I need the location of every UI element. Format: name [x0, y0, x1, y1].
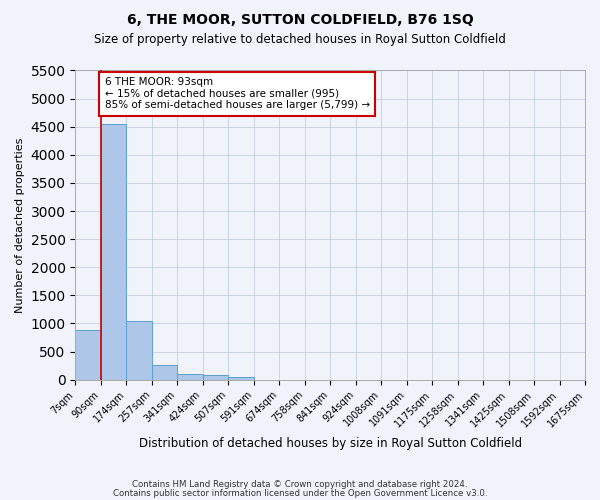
Bar: [152, 364, 178, 380]
Bar: [203, 374, 228, 380]
Text: Size of property relative to detached houses in Royal Sutton Coldfield: Size of property relative to detached ho…: [94, 32, 506, 46]
Bar: [101, 124, 127, 380]
Y-axis label: Number of detached properties: Number of detached properties: [15, 138, 25, 313]
Text: Contains HM Land Registry data © Crown copyright and database right 2024.: Contains HM Land Registry data © Crown c…: [132, 480, 468, 489]
Bar: [228, 376, 254, 380]
Text: Contains public sector information licensed under the Open Government Licence v3: Contains public sector information licen…: [113, 488, 487, 498]
Bar: [178, 374, 203, 380]
Text: 6, THE MOOR, SUTTON COLDFIELD, B76 1SQ: 6, THE MOOR, SUTTON COLDFIELD, B76 1SQ: [127, 12, 473, 26]
X-axis label: Distribution of detached houses by size in Royal Sutton Coldfield: Distribution of detached houses by size …: [139, 437, 522, 450]
Bar: [76, 330, 101, 380]
Text: 6 THE MOOR: 93sqm
← 15% of detached houses are smaller (995)
85% of semi-detache: 6 THE MOOR: 93sqm ← 15% of detached hous…: [105, 77, 370, 110]
Bar: [127, 320, 152, 380]
